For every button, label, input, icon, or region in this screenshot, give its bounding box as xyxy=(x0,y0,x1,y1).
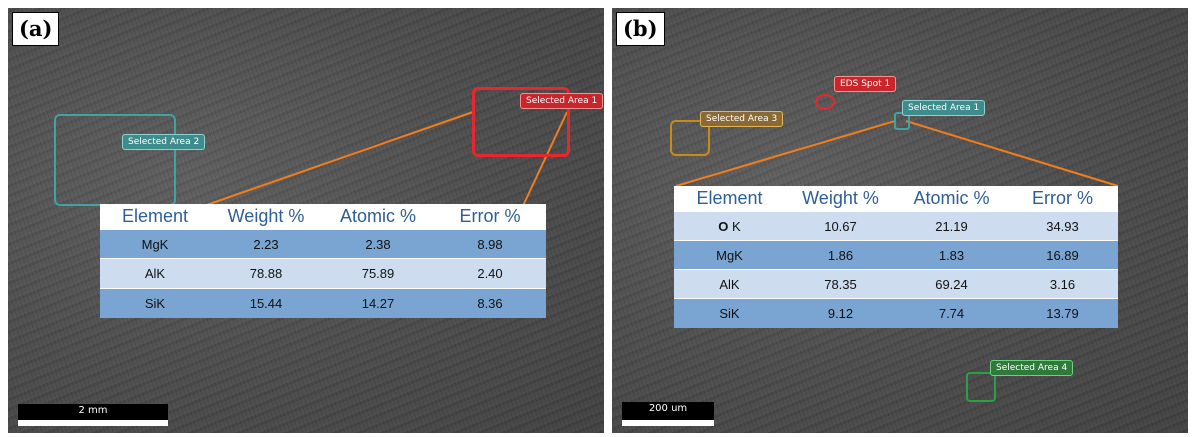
table-cell: 75.89 xyxy=(322,258,434,289)
table-row: SiK 9.12 7.74 13.79 xyxy=(674,298,1118,328)
table-cell: 78.35 xyxy=(785,269,896,299)
table-row: O K 10.67 21.19 34.93 xyxy=(674,211,1118,241)
table-a-header-row: Element Weight % Atomic % Error % xyxy=(100,204,546,230)
table-cell: 78.88 xyxy=(210,258,322,289)
table-cell: 8.36 xyxy=(434,288,546,318)
scalebar-a: 2 mm xyxy=(18,404,168,426)
selected-area-4-box xyxy=(966,372,996,402)
table-b-header-row: Element Weight % Atomic % Error % xyxy=(674,186,1118,212)
table-cell: AlK xyxy=(674,269,785,299)
table-cell: MgK xyxy=(674,240,785,270)
table-cell: 16.89 xyxy=(1007,240,1118,270)
sem-panel-a: (a) Selected Area 2 Selected Area 1 Elem… xyxy=(8,8,604,433)
element-line-suffix: K xyxy=(728,218,741,234)
table-cell: O K xyxy=(674,211,785,241)
table-row: AlK 78.88 75.89 2.40 xyxy=(100,258,546,289)
element-symbol-o: O xyxy=(718,218,729,234)
table-a-header-weight: Weight % xyxy=(210,204,322,230)
table-a-header-element: Element xyxy=(100,204,210,230)
eds-spot-1-marker xyxy=(815,94,835,110)
table-cell: SiK xyxy=(100,288,210,318)
leader-line-left xyxy=(197,111,474,209)
table-a-header-error: Error % xyxy=(434,204,546,230)
selected-area-1-label: Selected Area 1 xyxy=(520,93,604,110)
table-b-header-element: Element xyxy=(674,186,785,212)
table-cell: 7.74 xyxy=(896,298,1007,328)
scalebar-b: 200 um xyxy=(622,402,714,426)
sem-panel-b: (b) EDS Spot 1 Selected Area 1 Selected … xyxy=(612,8,1188,433)
selected-area-2-box xyxy=(54,114,176,206)
scalebar-a-bar xyxy=(18,420,168,426)
panel-label-a: (a) xyxy=(12,12,60,46)
table-cell: 21.19 xyxy=(896,211,1007,241)
table-row: MgK 1.86 1.83 16.89 xyxy=(674,240,1118,270)
panel-label-b: (b) xyxy=(616,12,665,46)
table-cell: 15.44 xyxy=(210,288,322,318)
table-row: AlK 78.35 69.24 3.16 xyxy=(674,269,1118,299)
scalebar-b-bar xyxy=(622,420,714,426)
table-cell: MgK xyxy=(100,229,210,259)
table-cell: 2.23 xyxy=(210,229,322,259)
selected-area-2-label: Selected Area 2 xyxy=(122,134,206,151)
selected-area-1-box xyxy=(472,87,570,157)
eds-table-a: Element Weight % Atomic % Error % MgK 2.… xyxy=(100,204,546,318)
table-cell: 9.12 xyxy=(785,298,896,328)
scalebar-a-label: 2 mm xyxy=(78,405,108,416)
table-cell: 2.40 xyxy=(434,258,546,289)
selected-area-1-label: Selected Area 1 xyxy=(902,100,986,117)
scalebar-b-label: 200 um xyxy=(648,403,688,414)
table-row: SiK 15.44 14.27 8.36 xyxy=(100,288,546,318)
table-row: MgK 2.23 2.38 8.98 xyxy=(100,229,546,259)
table-b-header-error: Error % xyxy=(1007,186,1118,212)
table-cell: AlK xyxy=(100,258,210,289)
eds-table-b: Element Weight % Atomic % Error % O K 10… xyxy=(674,186,1118,328)
table-cell: 1.83 xyxy=(896,240,1007,270)
leader-line-left xyxy=(675,120,896,187)
table-a-header-atomic: Atomic % xyxy=(322,204,434,230)
leader-line-right xyxy=(905,120,1119,187)
table-cell: 3.16 xyxy=(1007,269,1118,299)
table-cell: 34.93 xyxy=(1007,211,1118,241)
leader-line-right xyxy=(521,111,568,209)
selected-area-4-label: Selected Area 4 xyxy=(990,360,1074,377)
table-cell: 1.86 xyxy=(785,240,896,270)
table-b-header-weight: Weight % xyxy=(785,186,896,212)
selected-area-3-box xyxy=(670,120,710,156)
table-cell: 69.24 xyxy=(896,269,1007,299)
table-cell: 13.79 xyxy=(1007,298,1118,328)
table-cell: 2.38 xyxy=(322,229,434,259)
eds-spot-1-label: EDS Spot 1 xyxy=(834,76,897,93)
table-cell: 8.98 xyxy=(434,229,546,259)
table-b-header-atomic: Atomic % xyxy=(896,186,1007,212)
panel-b-overlay xyxy=(675,120,1119,187)
table-cell: 14.27 xyxy=(322,288,434,318)
selected-area-3-label: Selected Area 3 xyxy=(700,111,784,128)
table-cell: SiK xyxy=(674,298,785,328)
panel-a-overlay xyxy=(197,111,568,209)
table-cell: 10.67 xyxy=(785,211,896,241)
